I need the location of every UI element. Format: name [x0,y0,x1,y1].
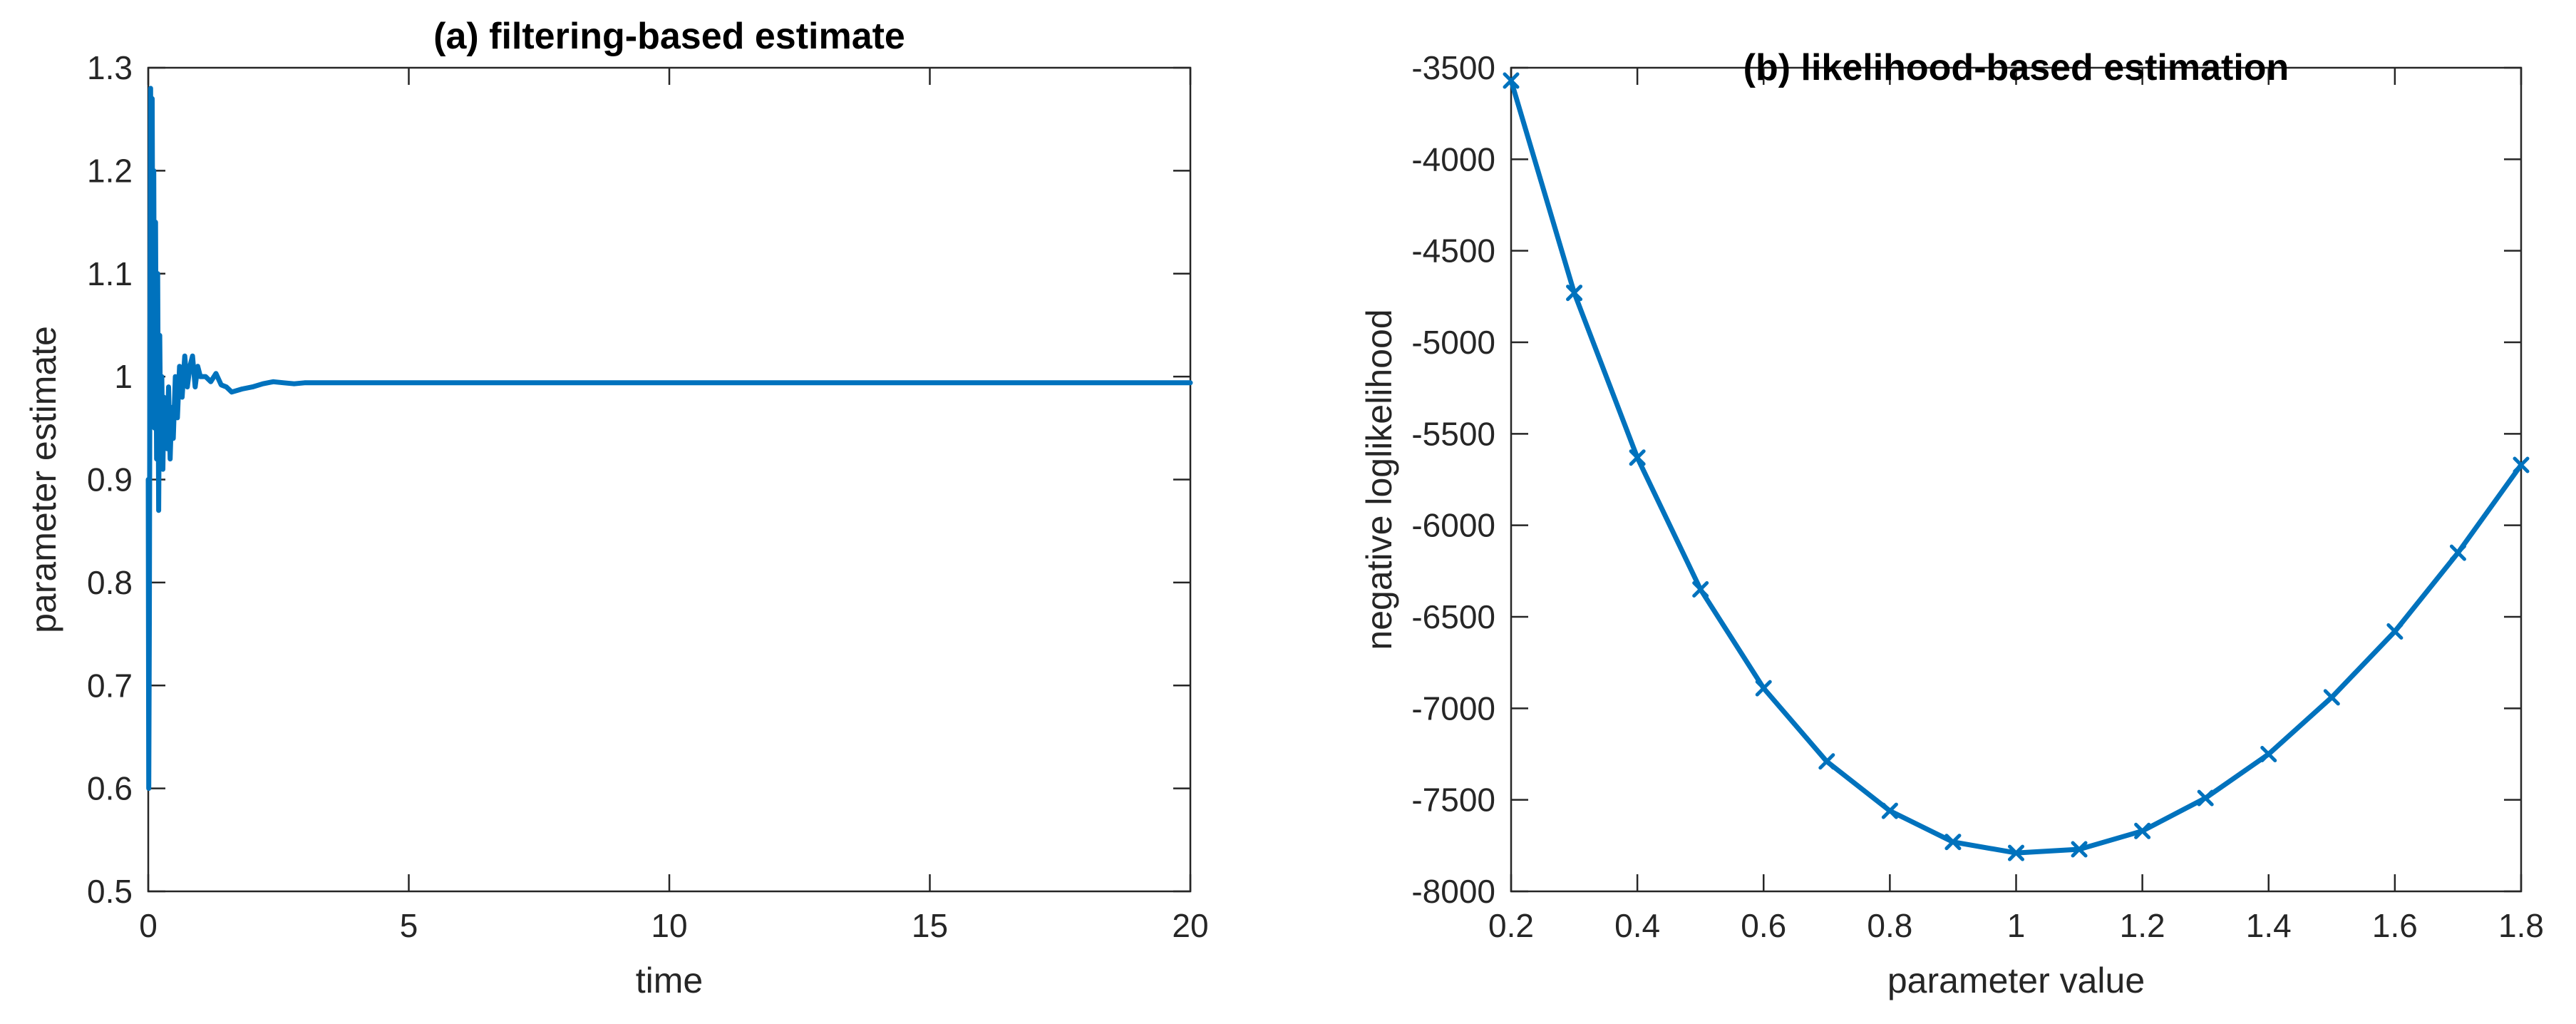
data-point [2260,746,2277,762]
data-point [1944,834,1962,851]
y-axis-label: negative loglikelihood [1359,309,1399,650]
plot-frame [147,66,1192,893]
y-tick-label: 1.3 [87,49,133,86]
x-tick-label: 1 [2007,907,2026,944]
chart-title: (b) likelihood-based estimation [1743,47,2289,88]
y-tick-label: -8000 [1411,873,1495,910]
x-tick-label: 5 [400,907,418,944]
data-point [2513,456,2530,473]
y-tick-label: -5000 [1411,324,1495,361]
y-tick-label: -4000 [1411,140,1495,178]
data-point [1818,753,1835,770]
data-point [2071,841,2088,858]
data-point [2323,689,2340,706]
y-tick-label: -6000 [1411,507,1495,544]
chart-filtering-estimate: 0 5 10 15 20 0.5 0.6 0.7 0.8 0.9 1 1.1 1.2 1.3 time par… [24,16,1209,1000]
x-tick-label: 0 [139,907,158,944]
data-point [1881,802,1898,819]
y-tick-label: 1.1 [87,255,133,292]
x-tick-label: 1.2 [2120,907,2165,944]
data-point [2008,844,2024,861]
data-point [2197,789,2214,807]
x-tick-label: 10 [651,907,687,944]
y-tick-label: -3500 [1411,49,1495,86]
x-axis-label: time [636,961,703,1000]
data-point [1566,285,1583,302]
data-point [1692,581,1709,598]
x-tick-label: 20 [1172,907,1208,944]
y-tick-label: -6500 [1411,598,1495,635]
y-tick-label: 1 [114,358,133,395]
x-tick-label: 1.8 [2498,907,2544,944]
y-tick-label: -5500 [1411,415,1495,452]
y-tick-label: -4500 [1411,232,1495,270]
y-tick-label: 0.8 [87,564,133,601]
x-tick-label: 1.4 [2246,907,2292,944]
data-point [2386,623,2404,640]
data-point [1755,680,1772,697]
x-tick-label: 0.4 [1614,907,1660,944]
data-point [1503,72,1520,89]
y-tick-label: -7500 [1411,782,1495,819]
x-tick-label: 1.6 [2372,907,2418,944]
y-tick-label: 0.7 [87,667,133,704]
chart-title: (a) filtering-based estimate [433,16,905,57]
series-line [1508,78,2524,856]
x-tick-label: 0.8 [1867,907,1912,944]
y-tick-label: 0.5 [87,873,133,910]
y-tick-label: -7000 [1411,690,1495,727]
x-tick-label: 0.2 [1488,907,1534,944]
plot-frame [1510,66,2523,893]
series-line [145,86,1193,792]
data-point [2449,544,2466,561]
chart-likelihood-estimation: 0.2 0.4 0.6 0.8 1 1.2 1.4 1.6 1.8 -8000 -7500 -7000… [1359,47,2544,1000]
data-point [1629,449,1646,466]
x-tick-label: 0.6 [1741,907,1786,944]
y-tick-label: 0.6 [87,770,133,807]
data-point [2134,822,2151,839]
y-tick-label: 1.2 [87,152,133,189]
x-tick-label: 15 [912,907,948,944]
y-tick-label: 0.9 [87,461,133,498]
y-axis-label: parameter estimate [24,326,63,633]
x-axis-label: parameter value [1887,961,2145,1000]
